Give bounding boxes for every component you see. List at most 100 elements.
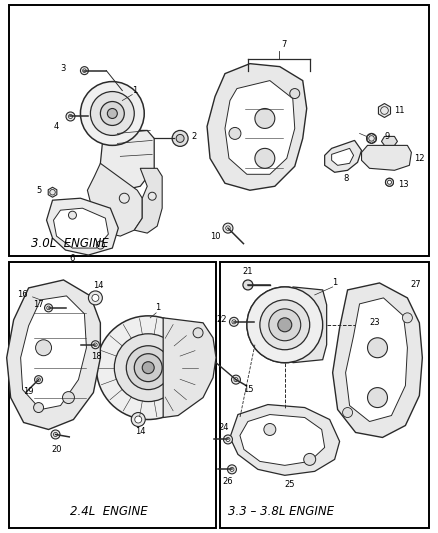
- Circle shape: [45, 304, 53, 312]
- Circle shape: [53, 432, 57, 437]
- Circle shape: [81, 67, 88, 75]
- Circle shape: [172, 131, 188, 147]
- Circle shape: [100, 101, 124, 125]
- Circle shape: [37, 378, 40, 382]
- Text: 11: 11: [394, 106, 405, 115]
- Text: 8: 8: [343, 174, 348, 183]
- Circle shape: [47, 306, 50, 310]
- Circle shape: [369, 136, 374, 141]
- Text: 7: 7: [281, 40, 286, 49]
- Circle shape: [269, 309, 301, 341]
- Circle shape: [304, 454, 316, 465]
- Circle shape: [367, 133, 377, 143]
- Text: 20: 20: [51, 445, 62, 454]
- Polygon shape: [7, 280, 100, 430]
- Circle shape: [88, 291, 102, 305]
- Circle shape: [290, 88, 300, 99]
- Text: 19: 19: [23, 387, 34, 396]
- Text: 26: 26: [223, 477, 233, 486]
- Text: 6: 6: [70, 254, 75, 263]
- Text: 13: 13: [398, 180, 409, 189]
- Circle shape: [232, 320, 236, 324]
- Circle shape: [367, 338, 388, 358]
- Text: 1: 1: [132, 86, 137, 95]
- Circle shape: [92, 341, 99, 349]
- Circle shape: [243, 280, 253, 290]
- Circle shape: [260, 300, 310, 350]
- Circle shape: [94, 343, 97, 346]
- Text: 21: 21: [243, 268, 253, 277]
- Circle shape: [247, 287, 323, 362]
- Circle shape: [357, 321, 364, 328]
- Text: 4: 4: [54, 122, 59, 131]
- Circle shape: [90, 92, 134, 135]
- Text: 14: 14: [93, 281, 104, 290]
- Polygon shape: [346, 298, 407, 422]
- Text: 17: 17: [33, 301, 44, 309]
- Polygon shape: [88, 163, 142, 236]
- Circle shape: [260, 300, 310, 350]
- Circle shape: [63, 392, 74, 403]
- Bar: [9, 5, 429, 256]
- Polygon shape: [332, 283, 422, 438]
- Polygon shape: [325, 140, 361, 172]
- Circle shape: [34, 402, 43, 413]
- Text: 12: 12: [414, 154, 424, 163]
- Circle shape: [244, 281, 252, 289]
- Polygon shape: [361, 146, 411, 171]
- Circle shape: [135, 416, 142, 423]
- Circle shape: [367, 387, 388, 408]
- Circle shape: [264, 424, 276, 435]
- Polygon shape: [378, 103, 391, 117]
- Circle shape: [255, 109, 275, 128]
- Circle shape: [278, 318, 292, 332]
- Circle shape: [234, 377, 238, 382]
- Polygon shape: [134, 168, 162, 233]
- Circle shape: [230, 317, 238, 326]
- Circle shape: [193, 328, 203, 338]
- Circle shape: [226, 226, 230, 230]
- Text: 24: 24: [219, 423, 229, 432]
- Circle shape: [176, 134, 184, 142]
- Text: 9: 9: [385, 132, 390, 141]
- Text: 22: 22: [217, 316, 227, 324]
- Polygon shape: [240, 415, 325, 465]
- Circle shape: [223, 223, 233, 233]
- Bar: [9, 262, 216, 528]
- Bar: [220, 262, 429, 528]
- Circle shape: [385, 178, 393, 186]
- Polygon shape: [100, 131, 154, 190]
- Circle shape: [247, 287, 323, 362]
- Circle shape: [278, 318, 292, 332]
- Circle shape: [68, 211, 77, 219]
- Text: 3.0L  ENGINE: 3.0L ENGINE: [31, 237, 108, 249]
- Circle shape: [68, 115, 73, 118]
- Circle shape: [381, 107, 389, 115]
- Circle shape: [51, 430, 60, 439]
- Circle shape: [35, 340, 52, 356]
- Circle shape: [246, 283, 250, 287]
- Circle shape: [369, 136, 374, 141]
- Text: 5: 5: [36, 185, 41, 195]
- Circle shape: [223, 435, 233, 444]
- Circle shape: [353, 318, 367, 332]
- Circle shape: [229, 127, 241, 140]
- Circle shape: [343, 408, 353, 417]
- Polygon shape: [381, 136, 397, 146]
- Circle shape: [126, 346, 170, 390]
- Circle shape: [96, 316, 200, 419]
- Text: 3.3 – 3.8L ENGINE: 3.3 – 3.8L ENGINE: [228, 505, 334, 518]
- Circle shape: [388, 181, 391, 184]
- Text: 18: 18: [91, 352, 102, 361]
- Text: 2: 2: [191, 132, 197, 141]
- Text: 14: 14: [135, 427, 145, 436]
- Circle shape: [119, 193, 129, 203]
- Circle shape: [230, 467, 234, 471]
- Circle shape: [226, 438, 230, 441]
- Circle shape: [388, 180, 392, 184]
- Polygon shape: [293, 287, 327, 362]
- Circle shape: [131, 413, 145, 426]
- Text: 15: 15: [243, 385, 253, 394]
- Circle shape: [35, 376, 42, 384]
- Text: 10: 10: [210, 232, 220, 240]
